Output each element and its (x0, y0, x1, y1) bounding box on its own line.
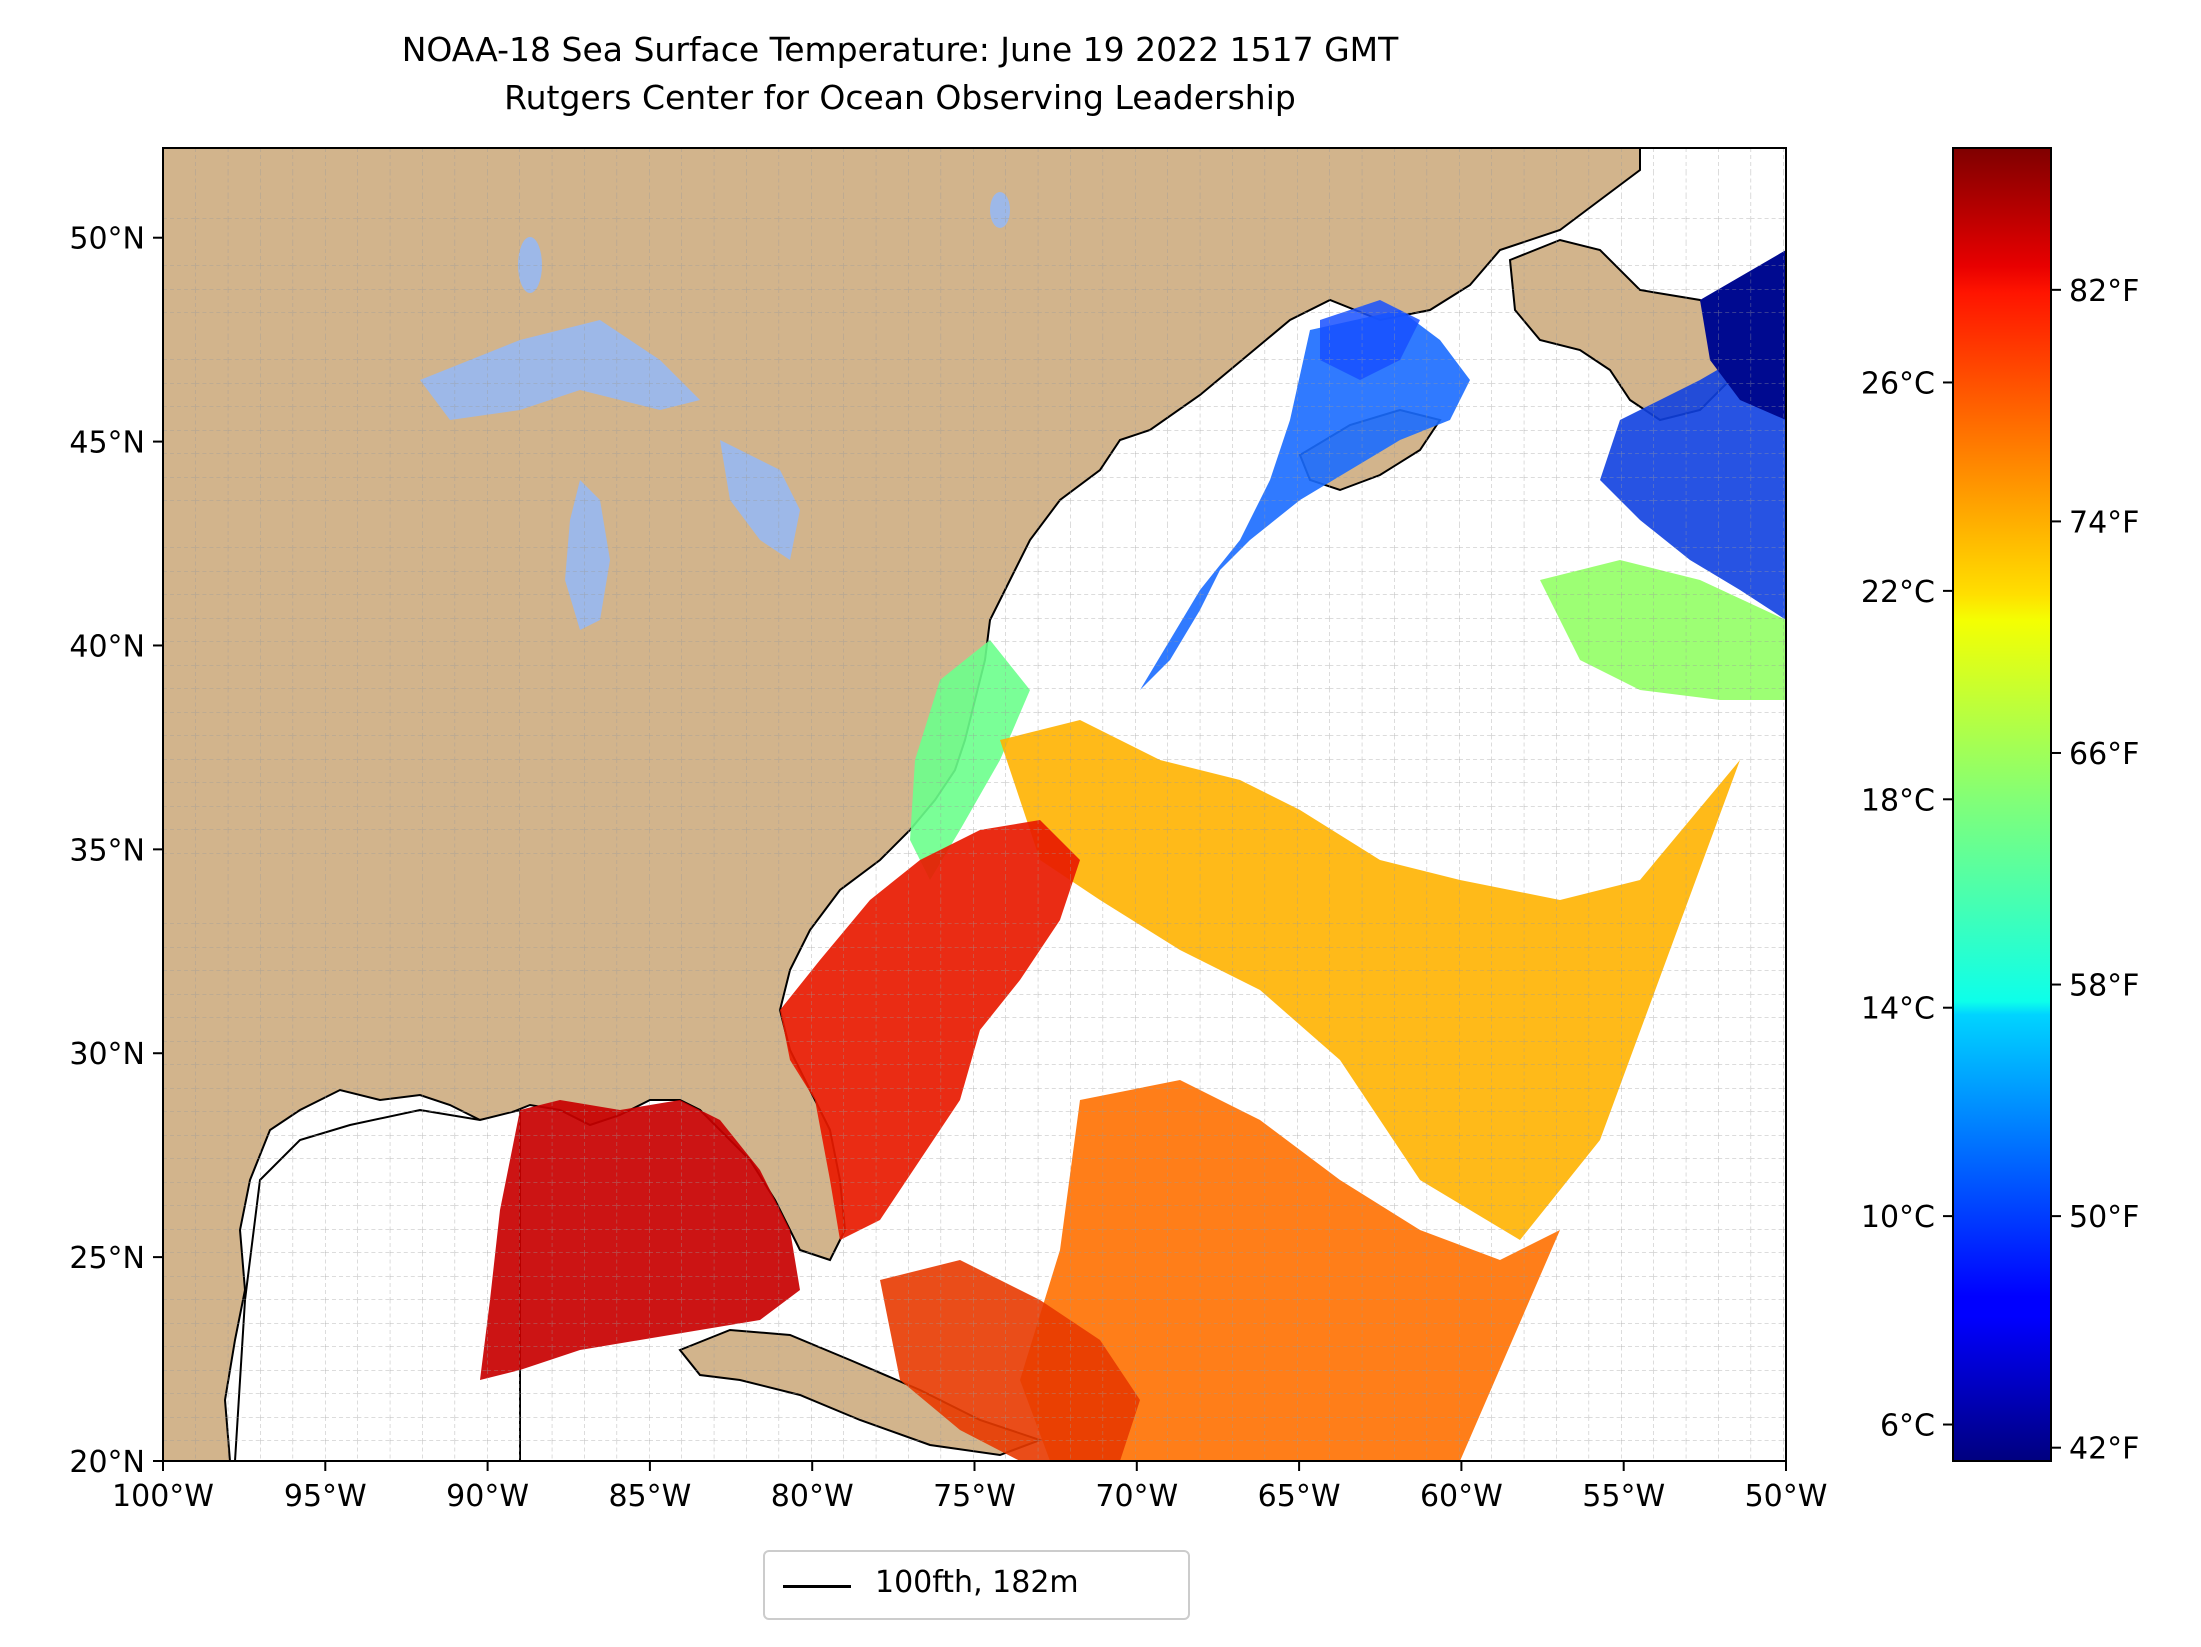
lon-tick-label: 100°W (112, 1479, 214, 1514)
colorbar-fahrenheit-axis: 42°F 50°F 58°F 66°F 74°F 82°F (2051, 274, 2139, 1467)
colorbar-fahrenheit-tick: 74°F (2069, 505, 2139, 540)
colorbar-fahrenheit-tick: 82°F (2069, 274, 2139, 309)
lon-tick-label: 90°W (446, 1479, 529, 1514)
colorbar (1952, 147, 2052, 1462)
colorbar-fahrenheit-tick: 58°F (2069, 969, 2139, 1004)
lon-tick-label: 50°W (1745, 1479, 1828, 1514)
legend: 100fth, 182m (763, 1550, 1190, 1620)
lat-tick-label: 50°N (69, 222, 145, 257)
colorbar-fahrenheit-tick: 66°F (2069, 737, 2139, 772)
lon-tick-label: 95°W (284, 1479, 367, 1514)
colorbar-celsius-tick: 18°C (1861, 783, 1935, 818)
lat-tick-label: 20°N (69, 1445, 145, 1480)
legend-line-100fth (783, 1585, 851, 1588)
colorbar-celsius-axis: 6°C 10°C 14°C 18°C 22°C 26°C (1861, 366, 1953, 1444)
title-line-1: NOAA-18 Sea Surface Temperature: June 19… (401, 30, 1399, 69)
lat-tick-label: 30°N (69, 1037, 145, 1072)
colorbar-celsius-tick: 10°C (1861, 1200, 1935, 1235)
lon-tick-label: 60°W (1420, 1479, 1503, 1514)
legend-label: 100fth, 182m (875, 1565, 1079, 1600)
colorbar-fahrenheit-tick: 50°F (2069, 1200, 2139, 1235)
lon-tick-label: 55°W (1582, 1479, 1665, 1514)
longitude-axis: 100°W 95°W 90°W 85°W 80°W 75°W 70°W 65°W 60°W 55°… (112, 1461, 1827, 1514)
lon-tick-label: 80°W (771, 1479, 854, 1514)
colorbar-celsius-tick: 26°C (1861, 366, 1935, 401)
colorbar-celsius-tick: 22°C (1861, 575, 1935, 610)
colorbar-fahrenheit-tick: 42°F (2069, 1432, 2139, 1467)
lon-tick-label: 85°W (608, 1479, 691, 1514)
colorbar-celsius-tick: 6°C (1880, 1409, 1935, 1444)
lat-tick-label: 40°N (69, 629, 145, 664)
lon-tick-label: 65°W (1258, 1479, 1341, 1514)
title-line-2: Rutgers Center for Ocean Observing Leade… (504, 78, 1296, 117)
lon-tick-label: 75°W (933, 1479, 1016, 1514)
latitude-axis: 20°N 25°N 30°N 35°N 40°N 45°N 50°N (69, 222, 163, 1480)
colorbar-celsius-tick: 14°C (1861, 992, 1935, 1027)
lat-tick-label: 25°N (69, 1241, 145, 1276)
lat-tick-label: 35°N (69, 833, 145, 868)
map-gridlines (163, 148, 1786, 1461)
lon-tick-label: 70°W (1095, 1479, 1178, 1514)
lat-tick-label: 45°N (69, 426, 145, 461)
